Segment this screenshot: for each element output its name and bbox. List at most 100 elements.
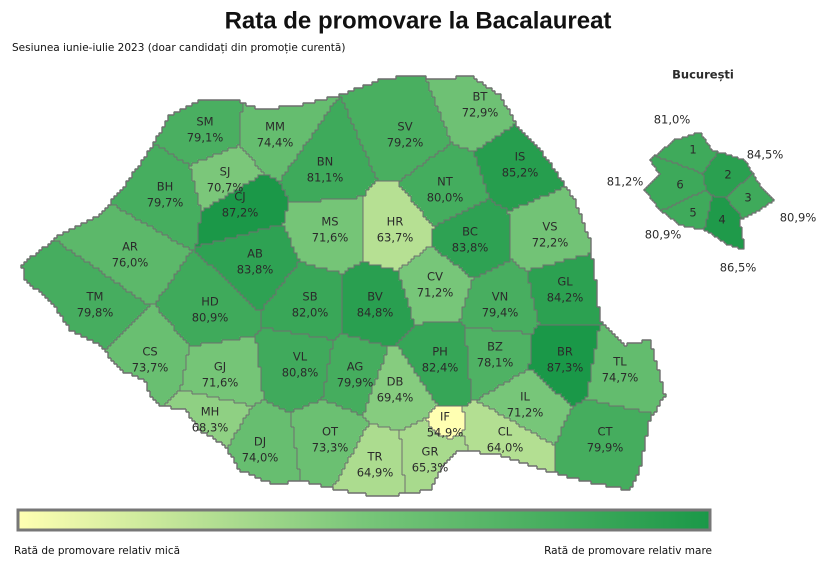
county-code: OT bbox=[322, 425, 339, 439]
county-value: 54,9% bbox=[427, 426, 464, 440]
county-code: MM bbox=[265, 120, 285, 134]
legend-low: Rată de promovare relativ mică bbox=[14, 545, 180, 557]
sector-border bbox=[655, 152, 753, 229]
sector-number: 6 bbox=[676, 178, 683, 192]
county-code: TL bbox=[612, 355, 627, 369]
county-value: 79,9% bbox=[337, 376, 374, 390]
county-value: 76,0% bbox=[112, 256, 149, 270]
county-code: VN bbox=[492, 290, 508, 304]
county-code: CV bbox=[427, 270, 443, 284]
borders bbox=[20, 75, 775, 497]
county-value: 83,8% bbox=[452, 241, 489, 255]
county-value: 79,9% bbox=[587, 441, 624, 455]
county-code: VS bbox=[542, 220, 557, 234]
county-code: GJ bbox=[214, 360, 226, 374]
county-code: BN bbox=[317, 155, 334, 169]
sector-value: 80,9% bbox=[645, 228, 682, 242]
county-value: 78,1% bbox=[477, 356, 514, 370]
county-value: 71,6% bbox=[312, 231, 349, 245]
county-value: 73,7% bbox=[132, 361, 169, 375]
county-code: PH bbox=[432, 345, 448, 359]
county-code: DJ bbox=[254, 435, 266, 449]
county-code: IF bbox=[440, 410, 450, 424]
inset-title: București bbox=[672, 68, 734, 82]
county-value: 82,0% bbox=[292, 306, 329, 320]
sector-value: 81,2% bbox=[607, 175, 644, 189]
sector-number: 4 bbox=[718, 213, 725, 227]
county-value: 80,0% bbox=[427, 191, 464, 205]
county-value: 72,9% bbox=[462, 106, 499, 120]
county-value: 69,4% bbox=[377, 391, 414, 405]
sector-value: 86,5% bbox=[720, 261, 757, 275]
county-code: GR bbox=[422, 445, 439, 459]
county-value: 84,2% bbox=[547, 291, 584, 305]
county-code: VL bbox=[293, 350, 308, 364]
county-value: 71,2% bbox=[417, 286, 454, 300]
bucharest-border bbox=[643, 132, 775, 250]
county-code: SV bbox=[397, 120, 412, 134]
county-value: 79,2% bbox=[387, 136, 424, 150]
county-value: 79,1% bbox=[187, 131, 224, 145]
county-code: NT bbox=[437, 175, 454, 189]
county-code: SJ bbox=[220, 165, 231, 179]
sector-number: 5 bbox=[689, 206, 696, 220]
subtitle: Sesiunea iunie-iulie 2023 (doar candidaț… bbox=[12, 42, 345, 54]
county-value: 80,9% bbox=[192, 311, 229, 325]
county-code: TM bbox=[86, 290, 104, 304]
county-value: 63,7% bbox=[377, 231, 414, 245]
county-value: 80,8% bbox=[282, 366, 319, 380]
county-value: 87,3% bbox=[547, 361, 584, 375]
county-value: 71,6% bbox=[202, 376, 239, 390]
county-value: 87,2% bbox=[222, 206, 259, 220]
county-value: 85,2% bbox=[502, 166, 539, 180]
legend-gradient bbox=[16, 508, 712, 532]
county-value: 73,3% bbox=[312, 441, 349, 455]
county-code: BZ bbox=[487, 340, 503, 354]
county-code: AG bbox=[347, 360, 364, 374]
county-value: 72,2% bbox=[532, 236, 569, 250]
county-value: 81,1% bbox=[307, 171, 344, 185]
county-code: DB bbox=[387, 375, 404, 389]
county-code: SB bbox=[302, 290, 317, 304]
sector-number: 1 bbox=[689, 143, 696, 157]
county-code: IL bbox=[520, 390, 530, 404]
county-code: BR bbox=[557, 345, 573, 359]
county-value: 68,3% bbox=[192, 421, 229, 435]
county-code: TR bbox=[366, 450, 382, 464]
sector-value: 81,0% bbox=[654, 113, 691, 127]
county-code: IS bbox=[515, 150, 526, 164]
county-value: 74,7% bbox=[602, 371, 639, 385]
county-value: 82,4% bbox=[422, 361, 459, 375]
county-value: 79,4% bbox=[482, 306, 519, 320]
legend-high: Rată de promovare relativ mare bbox=[544, 545, 712, 557]
county-code: HD bbox=[201, 295, 219, 309]
county-code: CL bbox=[498, 425, 513, 439]
county-code: BC bbox=[462, 225, 478, 239]
county-value: 74,0% bbox=[242, 451, 279, 465]
county-code: CJ bbox=[234, 190, 245, 204]
title: Rata de promovare la Bacalaureat bbox=[225, 7, 612, 34]
county-border bbox=[54, 79, 652, 493]
county-value: 84,8% bbox=[357, 306, 394, 320]
regions bbox=[20, 75, 775, 497]
county-code: AB bbox=[247, 247, 263, 261]
county-value: 74,4% bbox=[257, 136, 294, 150]
county-code: HR bbox=[387, 215, 404, 229]
county-code: AR bbox=[122, 240, 138, 254]
county-value: 64,0% bbox=[487, 441, 524, 455]
county-code: BV bbox=[367, 290, 383, 304]
region-labels: SM 79,1% MM 74,4% BN 81,1% SV 79,2% BT 72,9% IS 85,… bbox=[77, 90, 817, 480]
county-code: MH bbox=[201, 405, 220, 419]
sector-number: 3 bbox=[744, 191, 751, 205]
county-code: CT bbox=[597, 425, 613, 439]
county-code: MS bbox=[321, 215, 338, 229]
county-code: BT bbox=[473, 90, 489, 104]
county-value: 65,3% bbox=[412, 461, 449, 475]
sector-value: 84,5% bbox=[747, 148, 784, 162]
county-code: BH bbox=[157, 180, 174, 194]
county-code: CS bbox=[142, 345, 157, 359]
sector-number: 2 bbox=[724, 168, 731, 182]
county-value: 79,7% bbox=[147, 196, 184, 210]
